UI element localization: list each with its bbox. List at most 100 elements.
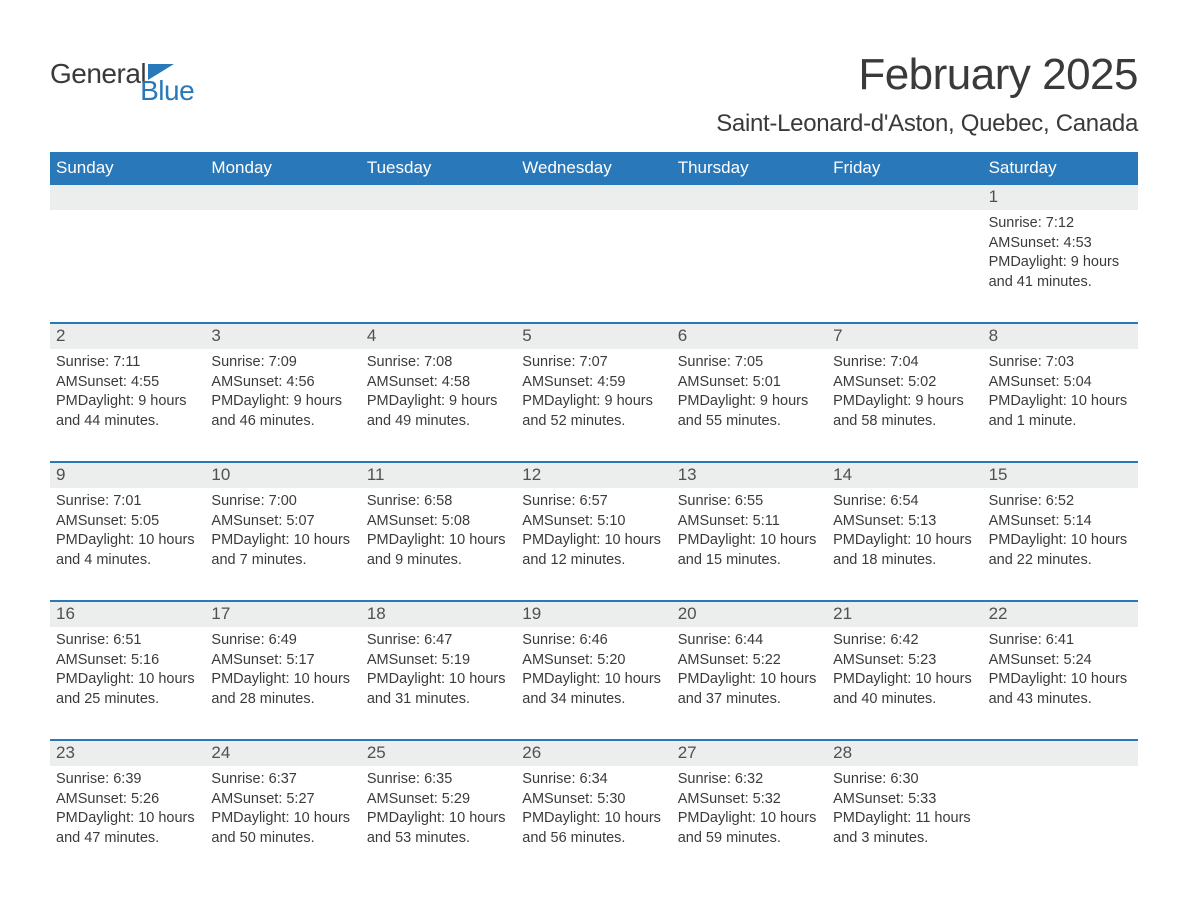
calendar-week: 1Sunrise: 7:12 AMSunset: 4:53 PMDaylight… (50, 185, 1138, 298)
day-number: 21 (827, 602, 982, 627)
day-number: 23 (50, 741, 205, 766)
day-cell (516, 210, 671, 298)
day-content-row: Sunrise: 6:51 AMSunset: 5:16 PMDaylight:… (50, 627, 1138, 715)
day-number: 14 (827, 463, 982, 488)
daylight-text: Daylight: 10 hours and 56 minutes. (522, 810, 661, 846)
day-number: 18 (361, 602, 516, 627)
day-cell: Sunrise: 6:39 AMSunset: 5:26 PMDaylight:… (50, 766, 205, 854)
day-content-row: Sunrise: 7:11 AMSunset: 4:55 PMDaylight:… (50, 349, 1138, 437)
calendar-grid: Sunday Monday Tuesday Wednesday Thursday… (50, 152, 1138, 854)
calendar-week: 2345678Sunrise: 7:11 AMSunset: 4:55 PMDa… (50, 322, 1138, 437)
day-number: 4 (361, 324, 516, 349)
day-number-row: 232425262728 (50, 741, 1138, 766)
day-number: 27 (672, 741, 827, 766)
day-cell: Sunrise: 7:03 AMSunset: 5:04 PMDaylight:… (983, 349, 1138, 437)
logo-word-blue: Blue (140, 77, 194, 105)
day-cell: Sunrise: 7:04 AMSunset: 5:02 PMDaylight:… (827, 349, 982, 437)
daylight-text: Daylight: 10 hours and 59 minutes. (678, 810, 817, 846)
day-number-row: 1 (50, 185, 1138, 210)
weekday-tuesday: Tuesday (361, 152, 516, 185)
day-number: 20 (672, 602, 827, 627)
daylight-text: Daylight: 10 hours and 1 minute. (989, 393, 1128, 429)
day-number: 16 (50, 602, 205, 627)
day-number: 8 (983, 324, 1138, 349)
day-cell: Sunrise: 6:42 AMSunset: 5:23 PMDaylight:… (827, 627, 982, 715)
day-number: 1 (983, 185, 1138, 210)
day-number-row: 2345678 (50, 324, 1138, 349)
weekday-saturday: Saturday (983, 152, 1138, 185)
day-cell (983, 766, 1138, 854)
daylight-text: Daylight: 10 hours and 18 minutes. (833, 532, 972, 568)
daylight-text: Daylight: 10 hours and 12 minutes. (522, 532, 661, 568)
day-cell: Sunrise: 6:37 AMSunset: 5:27 PMDaylight:… (205, 766, 360, 854)
day-number: 25 (361, 741, 516, 766)
day-number-row: 16171819202122 (50, 602, 1138, 627)
day-number: 2 (50, 324, 205, 349)
month-title: February 2025 (716, 50, 1138, 100)
day-number: 15 (983, 463, 1138, 488)
day-number: 19 (516, 602, 671, 627)
day-number: 9 (50, 463, 205, 488)
calendar-week: 16171819202122Sunrise: 6:51 AMSunset: 5:… (50, 600, 1138, 715)
day-cell: Sunrise: 7:12 AMSunset: 4:53 PMDaylight:… (983, 210, 1138, 298)
daylight-text: Daylight: 10 hours and 43 minutes. (989, 671, 1128, 707)
day-cell: Sunrise: 6:51 AMSunset: 5:16 PMDaylight:… (50, 627, 205, 715)
day-content-row: Sunrise: 6:39 AMSunset: 5:26 PMDaylight:… (50, 766, 1138, 854)
day-number (50, 185, 205, 210)
day-cell: Sunrise: 6:32 AMSunset: 5:32 PMDaylight:… (672, 766, 827, 854)
daylight-text: Daylight: 10 hours and 50 minutes. (211, 810, 350, 846)
day-number: 11 (361, 463, 516, 488)
day-number: 17 (205, 602, 360, 627)
day-cell (361, 210, 516, 298)
day-cell: Sunrise: 6:57 AMSunset: 5:10 PMDaylight:… (516, 488, 671, 576)
daylight-text: Daylight: 10 hours and 9 minutes. (367, 532, 506, 568)
day-cell: Sunrise: 7:08 AMSunset: 4:58 PMDaylight:… (361, 349, 516, 437)
day-number: 13 (672, 463, 827, 488)
day-cell: Sunrise: 6:46 AMSunset: 5:20 PMDaylight:… (516, 627, 671, 715)
day-number (516, 185, 671, 210)
weekday-header-row: Sunday Monday Tuesday Wednesday Thursday… (50, 152, 1138, 185)
day-number: 24 (205, 741, 360, 766)
day-number: 28 (827, 741, 982, 766)
day-cell: Sunrise: 6:49 AMSunset: 5:17 PMDaylight:… (205, 627, 360, 715)
weekday-wednesday: Wednesday (516, 152, 671, 185)
day-number: 12 (516, 463, 671, 488)
day-cell: Sunrise: 6:58 AMSunset: 5:08 PMDaylight:… (361, 488, 516, 576)
weekday-friday: Friday (827, 152, 982, 185)
weekday-thursday: Thursday (672, 152, 827, 185)
weekday-sunday: Sunday (50, 152, 205, 185)
day-cell: Sunrise: 7:00 AMSunset: 5:07 PMDaylight:… (205, 488, 360, 576)
day-cell (50, 210, 205, 298)
calendar-page: General Blue February 2025 Saint-Leonard… (0, 0, 1188, 918)
day-cell: Sunrise: 6:41 AMSunset: 5:24 PMDaylight:… (983, 627, 1138, 715)
day-number: 22 (983, 602, 1138, 627)
day-cell: Sunrise: 6:44 AMSunset: 5:22 PMDaylight:… (672, 627, 827, 715)
day-cell: Sunrise: 7:01 AMSunset: 5:05 PMDaylight:… (50, 488, 205, 576)
daylight-text: Daylight: 10 hours and 22 minutes. (989, 532, 1128, 568)
day-cell (205, 210, 360, 298)
daylight-text: Daylight: 10 hours and 53 minutes. (367, 810, 506, 846)
day-cell (827, 210, 982, 298)
day-cell: Sunrise: 6:47 AMSunset: 5:19 PMDaylight:… (361, 627, 516, 715)
daylight-text: Daylight: 10 hours and 37 minutes. (678, 671, 817, 707)
day-number: 10 (205, 463, 360, 488)
daylight-text: Daylight: 10 hours and 7 minutes. (211, 532, 350, 568)
day-cell: Sunrise: 7:09 AMSunset: 4:56 PMDaylight:… (205, 349, 360, 437)
day-cell: Sunrise: 6:30 AMSunset: 5:33 PMDaylight:… (827, 766, 982, 854)
day-cell: Sunrise: 6:34 AMSunset: 5:30 PMDaylight:… (516, 766, 671, 854)
daylight-text: Daylight: 10 hours and 25 minutes. (56, 671, 195, 707)
day-cell: Sunrise: 7:07 AMSunset: 4:59 PMDaylight:… (516, 349, 671, 437)
daylight-text: Daylight: 10 hours and 4 minutes. (56, 532, 195, 568)
daylight-text: Daylight: 10 hours and 34 minutes. (522, 671, 661, 707)
calendar-week: 232425262728Sunrise: 6:39 AMSunset: 5:26… (50, 739, 1138, 854)
day-number (827, 185, 982, 210)
day-number-row: 9101112131415 (50, 463, 1138, 488)
day-number: 3 (205, 324, 360, 349)
day-number (361, 185, 516, 210)
day-cell: Sunrise: 7:11 AMSunset: 4:55 PMDaylight:… (50, 349, 205, 437)
day-number (205, 185, 360, 210)
daylight-text: Daylight: 10 hours and 28 minutes. (211, 671, 350, 707)
daylight-text: Daylight: 10 hours and 40 minutes. (833, 671, 972, 707)
title-block: February 2025 Saint-Leonard-d'Aston, Que… (716, 32, 1138, 138)
location-subtitle: Saint-Leonard-d'Aston, Quebec, Canada (716, 110, 1138, 138)
